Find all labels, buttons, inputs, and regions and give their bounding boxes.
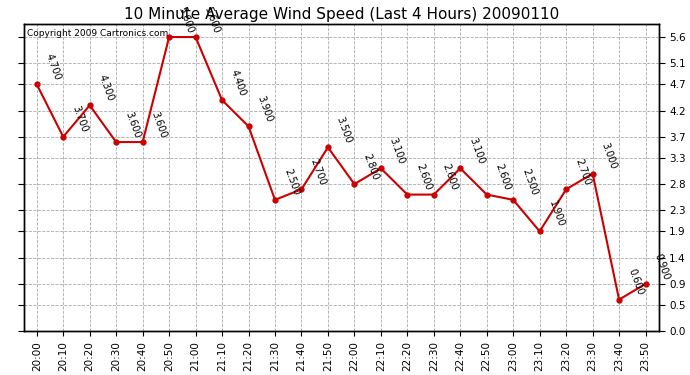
Text: 2.500: 2.500 [520, 168, 539, 197]
Text: 3.000: 3.000 [600, 141, 618, 171]
Text: 0.600: 0.600 [626, 268, 645, 297]
Text: 5.600: 5.600 [203, 5, 221, 34]
Text: 5.600: 5.600 [176, 5, 195, 34]
Text: 2.700: 2.700 [573, 157, 592, 186]
Text: 2.600: 2.600 [414, 162, 433, 192]
Text: 4.700: 4.700 [43, 52, 63, 81]
Text: 3.900: 3.900 [255, 94, 274, 123]
Text: 4.400: 4.400 [229, 68, 248, 97]
Text: 2.800: 2.800 [362, 152, 380, 181]
Text: 3.500: 3.500 [335, 115, 354, 144]
Text: 0.900: 0.900 [653, 252, 671, 281]
Title: 10 Minute Average Wind Speed (Last 4 Hours) 20090110: 10 Minute Average Wind Speed (Last 4 Hou… [124, 7, 559, 22]
Text: 2.700: 2.700 [308, 157, 327, 186]
Text: 3.100: 3.100 [467, 136, 486, 165]
Text: 2.600: 2.600 [441, 162, 460, 192]
Text: Copyright 2009 Cartronics.com: Copyright 2009 Cartronics.com [27, 29, 168, 38]
Text: 1.900: 1.900 [546, 199, 565, 229]
Text: 2.600: 2.600 [493, 162, 513, 192]
Text: 4.300: 4.300 [97, 73, 115, 102]
Text: 3.100: 3.100 [388, 136, 406, 165]
Text: 3.600: 3.600 [150, 110, 168, 139]
Text: 3.700: 3.700 [70, 105, 89, 134]
Text: 2.500: 2.500 [282, 168, 301, 197]
Text: 3.600: 3.600 [123, 110, 142, 139]
